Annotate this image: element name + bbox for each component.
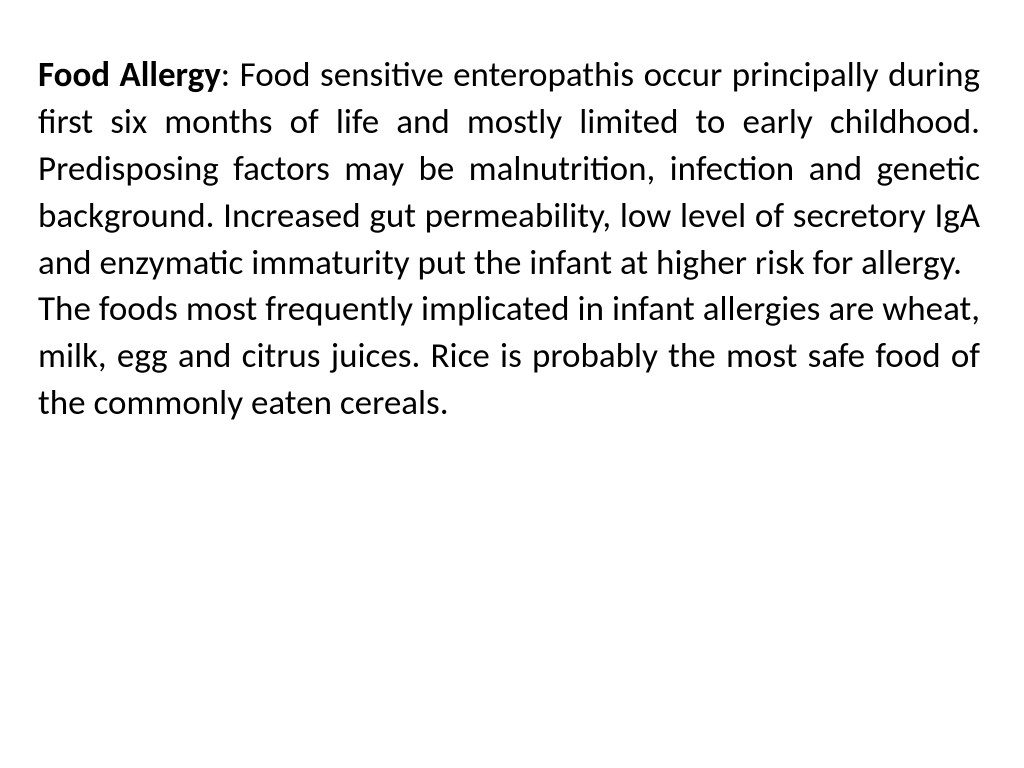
heading-term: Food Allergy bbox=[38, 54, 221, 96]
paragraph-1: Food Allergy: Food sensitive enteropathi… bbox=[38, 52, 980, 286]
paragraph-2: The foods most frequently implicated in … bbox=[38, 286, 980, 427]
document-page: Food Allergy: Food sensitive enteropathi… bbox=[0, 0, 1024, 768]
